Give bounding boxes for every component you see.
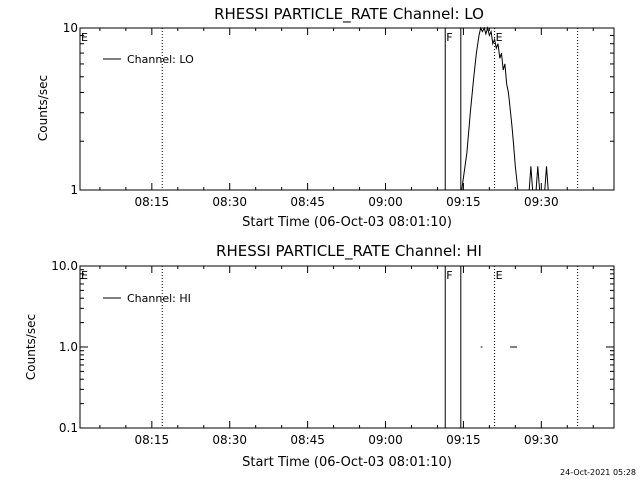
chart-hi: RHESSI PARTICLE_RATE Channel: HI Counts/… (24, 242, 615, 470)
chart-hi-flag-label: E (81, 269, 88, 282)
chart-hi-legend: Channel: HI (103, 292, 191, 305)
chart-lo-y-tick-label: 10 (63, 21, 78, 35)
chart-lo: RHESSI PARTICLE_RATE Channel: LO Counts/… (36, 5, 615, 230)
chart-hi-legend-label: Channel: HI (127, 292, 191, 305)
chart-lo-x-tick-label: 09:30 (524, 195, 559, 209)
chart-lo-flag-label: E (496, 31, 503, 44)
chart-lo-x-tick-label: 08:30 (212, 195, 247, 209)
chart-lo-flag-label: F (446, 31, 452, 44)
chart-hi-x-label: Start Time (06-Oct-03 08:01:10) (242, 455, 452, 470)
chart-hi-y-tick-label: 0.1 (59, 421, 78, 435)
chart-lo-series-line (528, 166, 541, 191)
chart-lo-x-tick-label: 09:00 (368, 195, 403, 209)
chart-hi-y-label: Counts/sec (24, 314, 38, 380)
chart-hi-flag-label: F (446, 269, 452, 282)
chart-lo-x-tick-label: 08:15 (135, 195, 170, 209)
chart-lo-series-line (461, 26, 519, 191)
chart-hi-y-tick-label: 1.0 (59, 340, 78, 354)
chart-hi-x-tick-label: 09:15 (446, 433, 481, 447)
chart-hi-plot-frame (79, 265, 615, 429)
chart-hi-x-tick-label: 08:45 (290, 433, 325, 447)
chart-hi-x-tick-label: 08:30 (212, 433, 247, 447)
chart-lo-series-line (544, 166, 549, 191)
chart-hi-flag-label: E (496, 269, 503, 282)
chart-lo-title: RHESSI PARTICLE_RATE Channel: LO (214, 5, 484, 24)
chart-hi-y-tick-label: 10.0 (51, 259, 78, 273)
chart-lo-y-label: Counts/sec (36, 75, 50, 141)
chart-hi-title: RHESSI PARTICLE_RATE Channel: HI (216, 242, 482, 261)
chart-hi-x-tick-label: 09:30 (524, 433, 559, 447)
chart-lo-legend: Channel: LO (103, 53, 194, 66)
chart-lo-flag-label: E (81, 31, 88, 44)
chart-lo-plot-frame (79, 27, 615, 191)
chart-lo-legend-label: Channel: LO (127, 53, 194, 66)
chart-lo-x-tick-label: 08:45 (290, 195, 325, 209)
footer-timestamp: 24-Oct-2021 05:28 (560, 468, 636, 477)
chart-lo-x-label: Start Time (06-Oct-03 08:01:10) (242, 215, 452, 230)
chart-lo-y-tick-label: 1 (70, 183, 78, 197)
chart-hi-x-tick-label: 09:00 (368, 433, 403, 447)
chart-lo-x-tick-label: 09:15 (446, 195, 481, 209)
chart-hi-x-tick-label: 08:15 (135, 433, 170, 447)
